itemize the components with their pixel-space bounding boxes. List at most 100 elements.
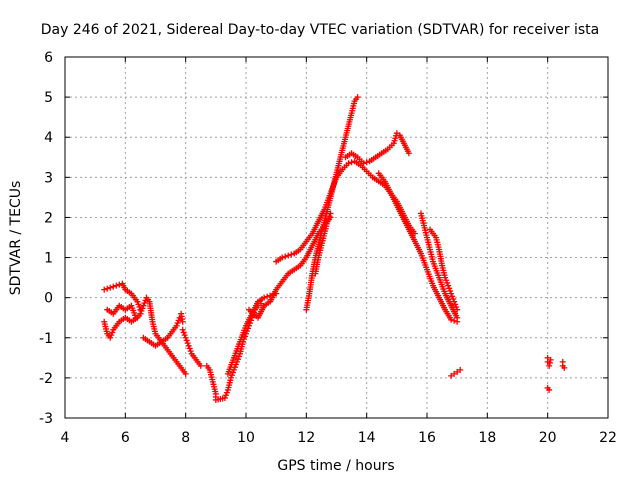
x-tick-label: 22 [599,430,617,446]
data-point [457,366,464,373]
grid [65,57,608,418]
data-point [546,362,553,369]
data-point [185,342,192,349]
data-point [113,282,120,289]
data-point [197,362,204,369]
data-point [363,159,370,166]
data-point [107,334,114,341]
data-point [360,160,367,167]
data-point [279,254,286,261]
data-point [229,369,236,376]
data-point [184,340,191,347]
data-point [107,284,114,291]
data-point [447,287,454,294]
y-tick-label: 4 [44,130,53,146]
data-point [451,370,458,377]
data-point [393,130,400,137]
data-point [327,210,334,217]
data-point [221,394,228,401]
data-point [244,328,251,335]
x-tick-label: 20 [539,430,557,446]
y-tick-label: 5 [44,90,53,106]
x-tick-label: 12 [297,430,315,446]
data-point [179,318,186,325]
data-point [187,348,194,355]
data-point [454,306,461,313]
x-tick-label: 16 [418,430,436,446]
y-tick-label: 3 [44,170,53,186]
data-point [288,251,295,258]
y-tick-label: -3 [39,411,53,427]
data-point [235,353,242,360]
data-point [442,274,449,281]
data-point [138,308,145,315]
data-point [173,322,180,329]
data-point [223,389,230,396]
data-point [140,302,147,309]
y-tick-label: 2 [44,210,53,226]
data-point [101,286,108,293]
y-tick-label: -1 [39,331,53,347]
data-point [325,215,332,222]
data-point [134,298,141,305]
data-point [561,364,568,371]
data-point [405,150,412,157]
data-point [181,332,188,339]
data-point [183,337,190,344]
x-tick-label: 10 [237,430,255,446]
data-point [453,304,460,311]
data-point [104,285,111,292]
data-point [326,213,333,220]
data-point [448,372,455,379]
data-point [135,301,142,308]
data-point [282,253,289,260]
data-point [234,356,241,363]
y-tick-label: 6 [44,50,53,66]
chart-title: Day 246 of 2021, Sidereal Day-to-day VTE… [41,22,599,38]
data-point [110,283,117,290]
data-point [139,305,146,312]
plot-frame [64,56,609,419]
data-point [449,293,456,300]
data-point [324,218,331,225]
data-point [116,281,123,288]
data-point [264,293,271,300]
data-point [446,285,453,292]
data-point [452,301,459,308]
data-point [179,326,186,333]
x-tick-label: 4 [61,430,70,446]
data-point [354,94,361,101]
data-point [137,310,144,317]
data-point [348,159,355,166]
data-point [109,329,116,336]
data-points [101,94,568,403]
y-tick-label: 1 [44,251,53,267]
x-tick-label: 8 [181,430,190,446]
data-point [546,359,553,366]
x-tick-label: 14 [358,430,376,446]
data-point [222,392,229,399]
data-point [180,329,187,336]
data-point [546,386,553,393]
data-point [451,298,458,305]
data-point [454,368,461,375]
data-point [448,316,455,323]
y-axis-label: SDTVAR / TECUs [8,181,24,296]
y-tick-label: -2 [39,371,53,387]
x-tick-label: 18 [478,430,496,446]
data-point [451,317,458,324]
data-point [454,314,461,321]
data-point [108,332,115,339]
data-point [141,300,148,307]
data-point [261,294,268,301]
data-point [132,314,139,321]
x-axis-label: GPS time / hours [277,458,394,474]
x-tick-label: 6 [121,430,130,446]
data-point [285,252,292,259]
data-point [136,304,143,311]
data-point [444,279,451,286]
data-point [448,290,455,297]
data-point [443,277,450,284]
data-point [228,372,235,379]
